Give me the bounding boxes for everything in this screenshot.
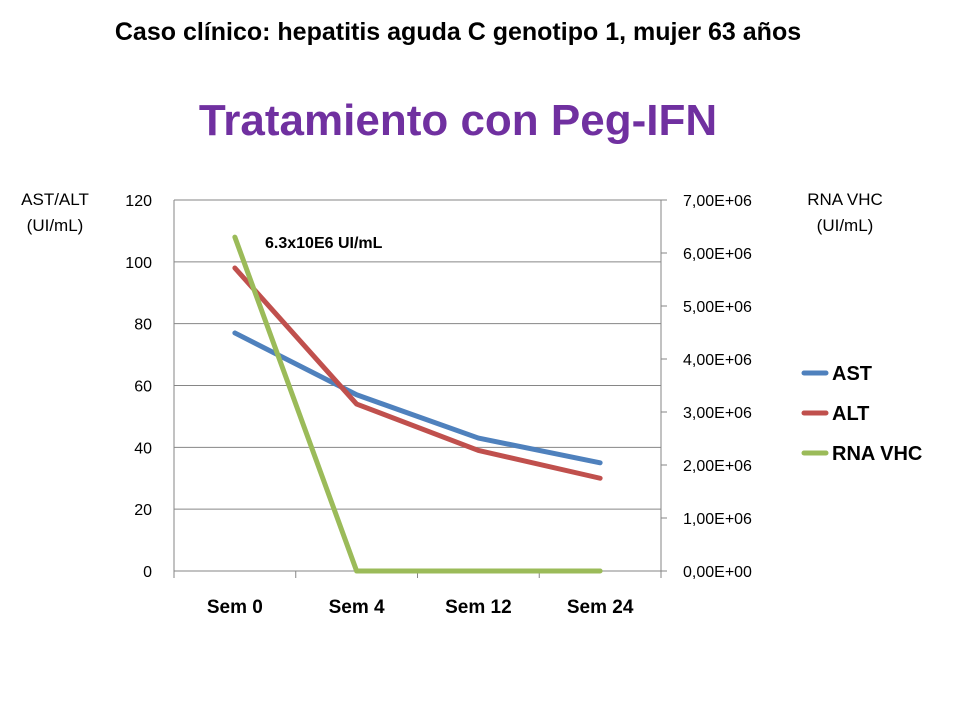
x-tick-label: Sem 24 (567, 597, 634, 618)
right-axis-title-line2: (UI/mL) (816, 216, 874, 235)
label-layer: 6.3x10E6 UI/mL (265, 235, 383, 252)
right-tick-label: 7,00E+06 (683, 193, 752, 210)
right-tick-label: 3,00E+06 (683, 405, 752, 422)
left-tick-label: 40 (134, 440, 152, 457)
x-tick-label: Sem 4 (329, 597, 385, 618)
series-line-alt (232, 265, 603, 481)
right-axis-title-line1: RNA VHC (807, 190, 883, 209)
series-line-ast (232, 330, 603, 466)
series-line-rna-vhc (232, 234, 603, 574)
left-axis-title-line2: (UI/mL) (26, 216, 84, 235)
x-tick-label: Sem 12 (445, 597, 512, 618)
right-tick-label: 6,00E+06 (683, 246, 752, 263)
left-tick-label: 60 (134, 379, 152, 396)
legend-entry: ALT (832, 403, 869, 425)
left-tick-label: 80 (134, 317, 152, 334)
right-axis-title: RNA VHC (UI/mL) (795, 187, 895, 239)
legend-entry: AST (832, 363, 872, 385)
series-layer (232, 234, 603, 574)
slide-title: Tratamiento con Peg-IFN (198, 96, 718, 145)
annotation-label: 6.3x10E6 UI/mL (265, 235, 383, 252)
axis-layer: 0 20 40 60 80 100 120 0,00E+00 1,00E+06 2,00E+06 3… (125, 193, 752, 618)
left-tick-label: 0 (143, 564, 152, 581)
legend-layer: AST ALT RNA VHC (801, 363, 922, 465)
left-tick-label: 20 (134, 502, 152, 519)
left-axis-title: AST/ALT (UI/mL) (10, 187, 100, 239)
right-tick-label: 2,00E+06 (683, 458, 752, 475)
right-tick-label: 1,00E+06 (683, 511, 752, 528)
left-tick-label: 120 (125, 193, 152, 210)
left-tick-label: 100 (125, 255, 152, 272)
right-tick-label: 0,00E+00 (683, 564, 752, 581)
right-tick-label: 5,00E+06 (683, 299, 752, 316)
grid-layer (174, 199, 661, 572)
legend-entry: RNA VHC (832, 443, 922, 465)
x-tick-label: Sem 0 (207, 597, 263, 618)
right-tick-label: 4,00E+06 (683, 352, 752, 369)
slide-header: Caso clínico: hepatitis aguda C genotipo… (114, 18, 802, 46)
left-axis-title-line1: AST/ALT (21, 190, 89, 209)
